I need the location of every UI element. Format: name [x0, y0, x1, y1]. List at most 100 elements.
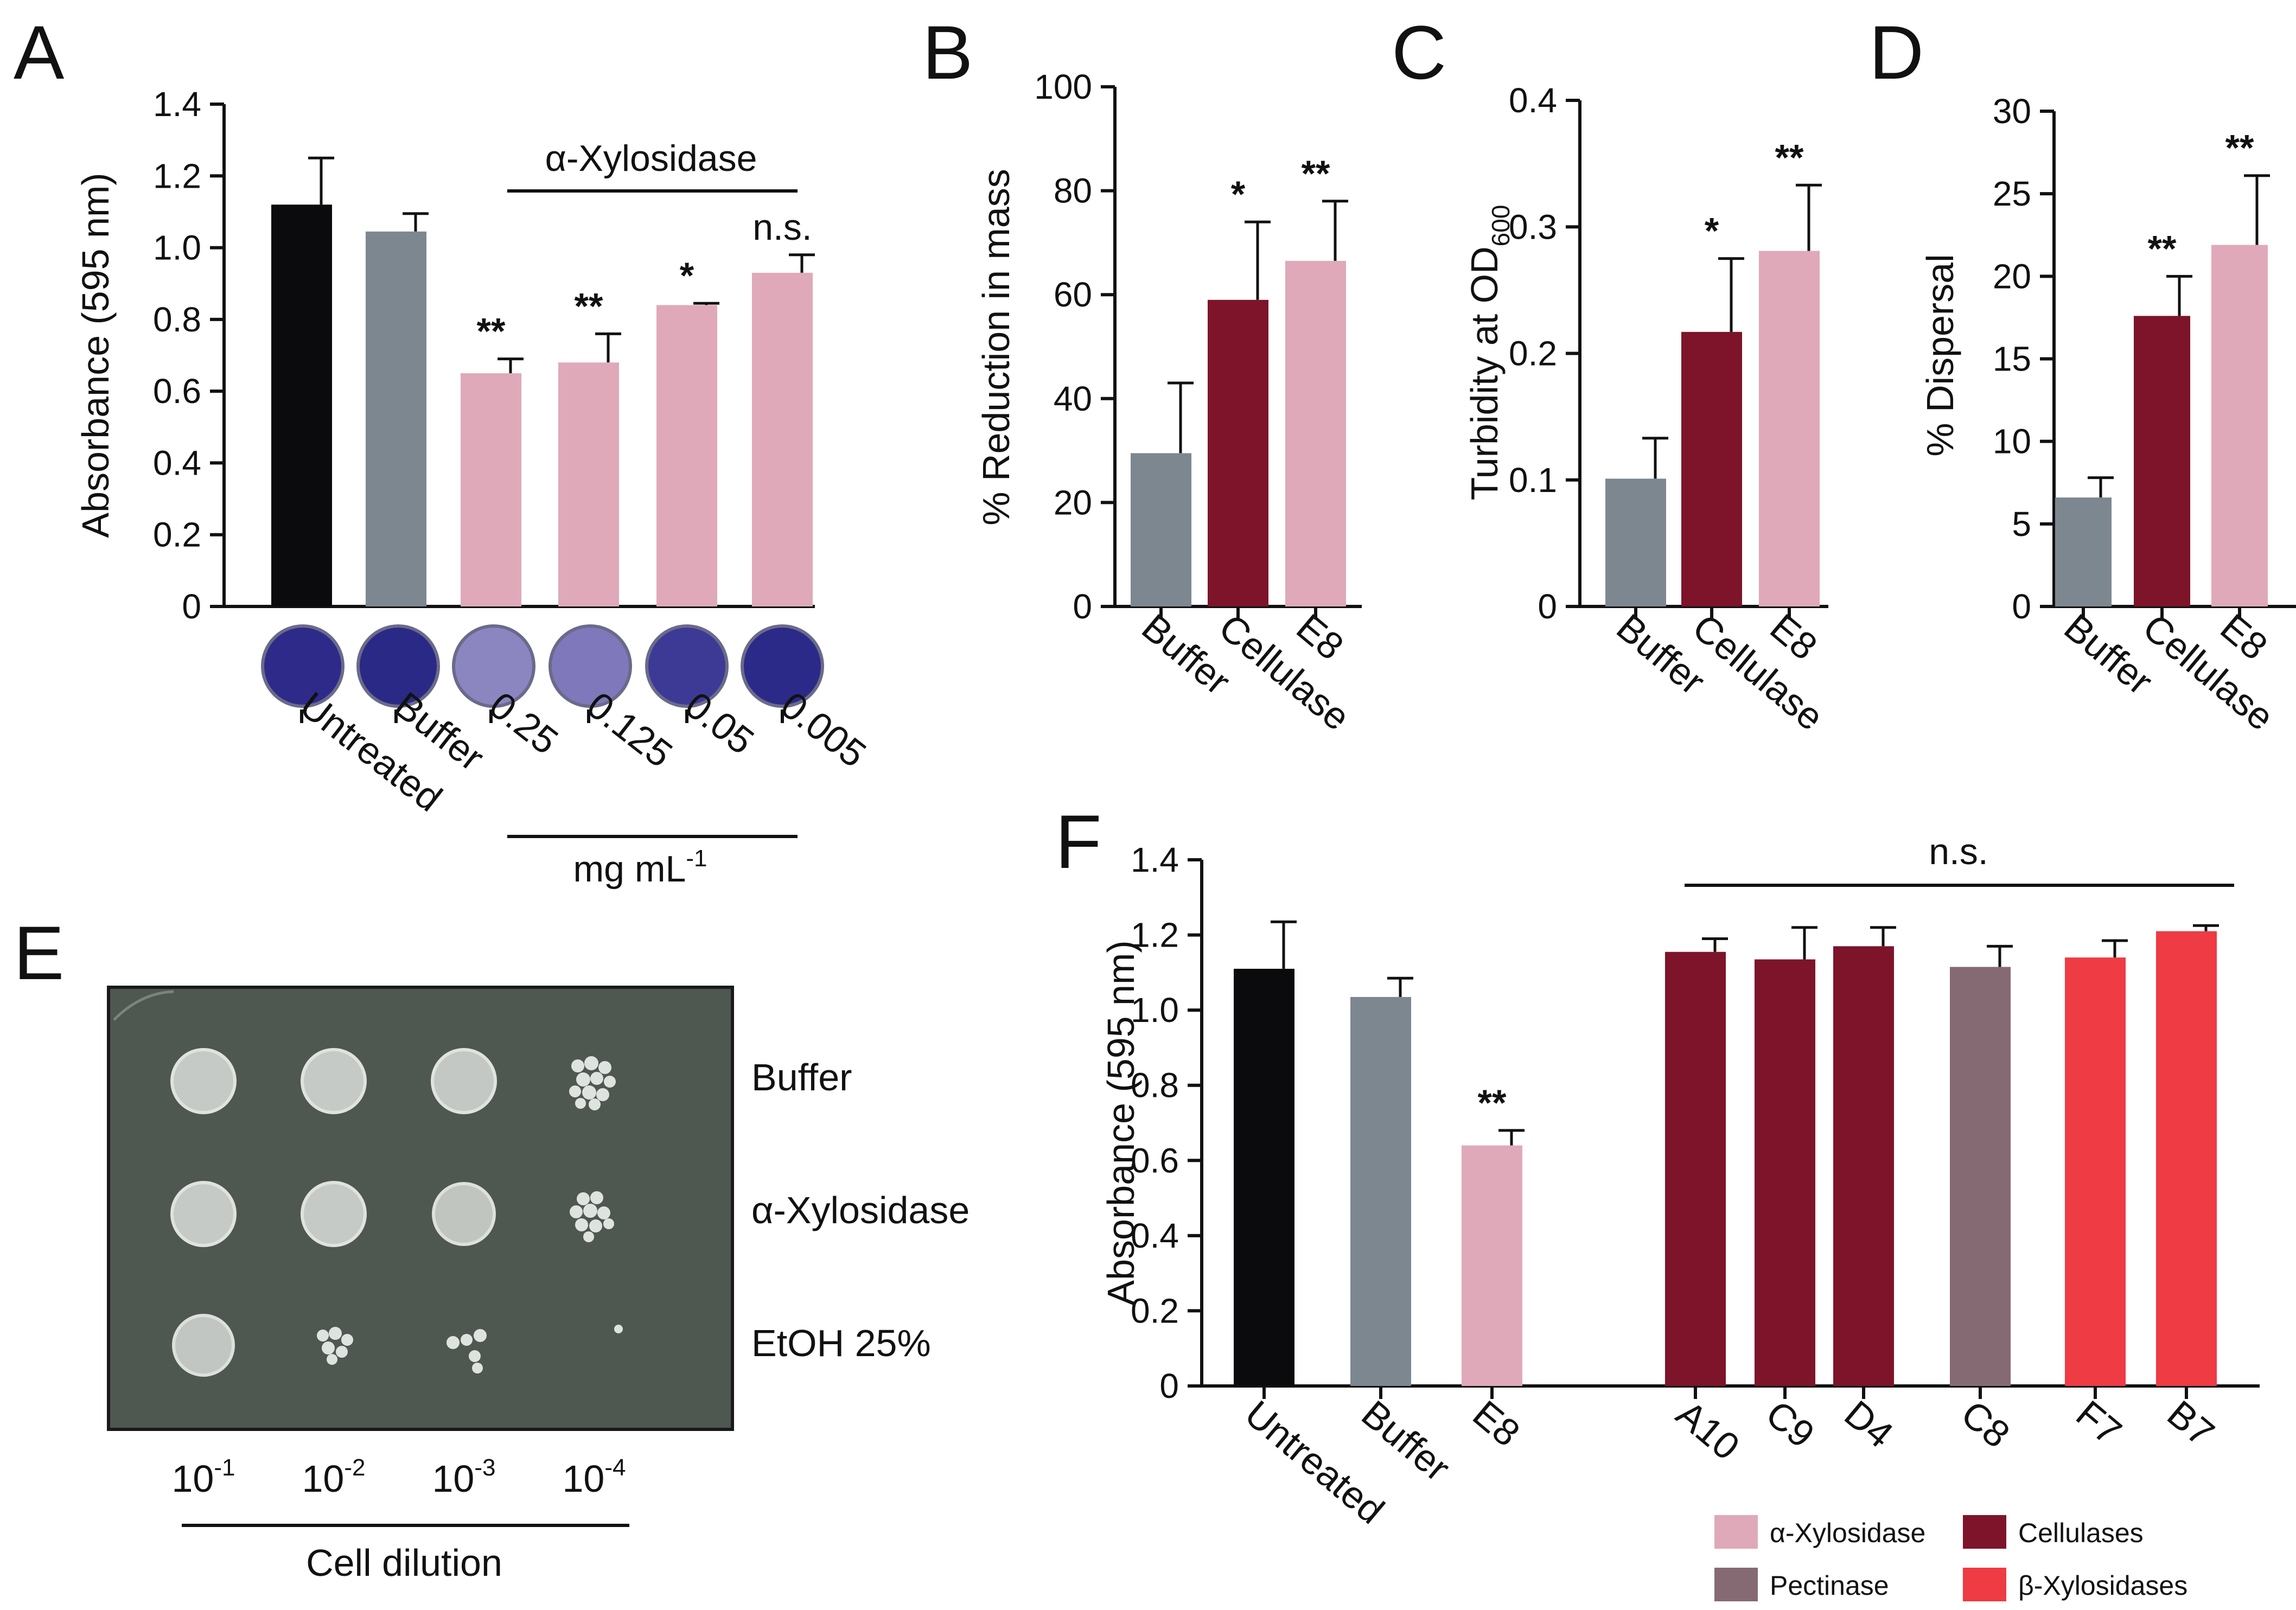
- bar-untreated: [1234, 969, 1294, 1386]
- a-unit-label: mg mL-1: [573, 845, 707, 890]
- spot: [433, 1184, 494, 1244]
- panel-letter-a: A: [14, 10, 65, 95]
- significance-label: **: [2225, 127, 2254, 169]
- bar-0-125: [558, 362, 619, 606]
- plate-row-label: Buffer: [751, 1056, 852, 1098]
- legend-swatch-red: [1963, 1568, 2006, 1601]
- dilution-label: 10-3: [432, 1454, 496, 1500]
- spot: [432, 1050, 495, 1113]
- panel-letter-f: F: [1055, 799, 1102, 884]
- y-tick-label: 100: [1034, 67, 1092, 106]
- legend-label: Pectinase: [1770, 1570, 1889, 1601]
- x-category-label: D4: [1836, 1392, 1901, 1456]
- x-category-label: Buffer: [1609, 606, 1713, 703]
- y-tick-label: 60: [1054, 275, 1092, 314]
- bar-buffer: [1350, 997, 1411, 1386]
- bar-d4: [1833, 946, 1894, 1386]
- a-group-label: α-Xylosidase: [545, 138, 757, 179]
- legend-swatch-maroon: [1963, 1515, 2006, 1549]
- legend-label: Cellulases: [2018, 1518, 2144, 1548]
- bar-0-005: [752, 273, 813, 606]
- significance-label: *: [680, 255, 694, 296]
- significance-label: **: [2148, 228, 2177, 269]
- spot: [302, 1183, 365, 1245]
- y-tick-label: 0: [182, 587, 201, 626]
- bar-untreated: [271, 205, 332, 606]
- x-category-label: Buffer: [1354, 1392, 1458, 1490]
- panel-e: E: [14, 910, 970, 1584]
- y-tick-label: 1.4: [1131, 840, 1179, 879]
- y-tick-label: 0.8: [153, 300, 201, 339]
- bar-e8: [1285, 261, 1346, 606]
- bar-cellulase: [2134, 316, 2190, 606]
- x-category-label: C9: [1758, 1392, 1822, 1456]
- panel-letter-b: B: [922, 10, 973, 95]
- spot: [172, 1050, 235, 1113]
- y-tick-label: 0.2: [1509, 334, 1557, 373]
- d-y-label: % Dispersal: [1919, 254, 1961, 456]
- panel-letter-c: C: [1392, 10, 1446, 95]
- spot: [174, 1315, 233, 1375]
- y-tick-label: 10: [1993, 422, 2031, 461]
- significance-label: **: [1775, 137, 1804, 178]
- bar-c9: [1755, 960, 1815, 1386]
- bar-buffer: [2055, 497, 2112, 606]
- y-tick-label: 0: [1159, 1366, 1179, 1405]
- figure: A 00.20.40.60.81.01.21.4 Absorbance (595…: [0, 0, 2296, 1610]
- bar-e8: [2211, 245, 2268, 606]
- spot: [302, 1050, 365, 1113]
- bar-b7: [2156, 931, 2217, 1386]
- x-category-label: A10: [1668, 1392, 1747, 1468]
- y-tick-label: 80: [1054, 171, 1092, 210]
- y-tick-label: 30: [1993, 92, 2031, 131]
- y-tick-label: 0.1: [1509, 461, 1557, 500]
- bar-c8: [1950, 967, 2011, 1386]
- y-tick-label: 1.4: [153, 85, 201, 124]
- bar-buffer: [366, 232, 426, 606]
- dilution-label: 10-2: [302, 1454, 366, 1500]
- y-tick-label: 0: [1538, 587, 1557, 626]
- y-tick-label: 0.4: [153, 443, 201, 482]
- significance-label: *: [1705, 210, 1719, 252]
- x-category-label: F7: [2068, 1392, 2129, 1453]
- significance-label: *: [1231, 174, 1246, 215]
- x-category-label: C8: [1953, 1392, 2018, 1456]
- panel-letter-d: D: [1869, 10, 1924, 95]
- y-tick-label: 1.2: [153, 156, 201, 195]
- x-category-label: E8: [1465, 1392, 1528, 1455]
- significance-label: **: [575, 285, 603, 327]
- y-tick-label: 40: [1054, 379, 1092, 418]
- bar-cellulase: [1681, 332, 1742, 606]
- bar-f7: [2065, 957, 2126, 1386]
- a-well-row: [263, 626, 822, 706]
- dilution-label: 10-4: [563, 1454, 626, 1500]
- c-y-label: Turbidity at OD600: [1463, 205, 1515, 501]
- x-category-label: B7: [2159, 1392, 2222, 1455]
- significance-label: **: [1478, 1082, 1507, 1123]
- y-tick-label: 0: [2012, 587, 2031, 626]
- f-y-label: Absorbance (595 nm): [1100, 940, 1142, 1305]
- bar-a10: [1665, 952, 1726, 1386]
- y-tick-label: 0.3: [1509, 207, 1557, 246]
- y-tick-label: 0.4: [1509, 81, 1557, 120]
- spot: [172, 1183, 235, 1245]
- x-category-label: 0.005: [773, 683, 874, 775]
- legend-swatch-mauve: [1714, 1568, 1758, 1601]
- bar-buffer: [1131, 453, 1191, 606]
- y-tick-label: 20: [1054, 483, 1092, 522]
- f-group-label: n.s.: [1929, 831, 1988, 872]
- bar-0-05: [656, 305, 717, 606]
- dilution-label: 10-1: [172, 1454, 235, 1500]
- panel-f: F 0 0.2 0.4 0.6 0.8 1.0 1.2 1.4 Absorbance (595…: [1055, 799, 2260, 1601]
- f-legend: α-Xylosidase Cellulases Pectinase β-Xylo…: [1714, 1515, 2187, 1601]
- bar-e8: [1759, 251, 1820, 606]
- y-tick-label: 0.2: [153, 515, 201, 554]
- b-y-label: % Reduction in mass: [975, 169, 1017, 526]
- a-y-label: Absorbance (595 nm): [74, 173, 117, 538]
- plate-row-label: α-Xylosidase: [751, 1189, 970, 1231]
- y-tick-label: 15: [1993, 340, 2031, 379]
- y-tick-label: 1.0: [153, 228, 201, 267]
- y-tick-label: 20: [1993, 257, 2031, 296]
